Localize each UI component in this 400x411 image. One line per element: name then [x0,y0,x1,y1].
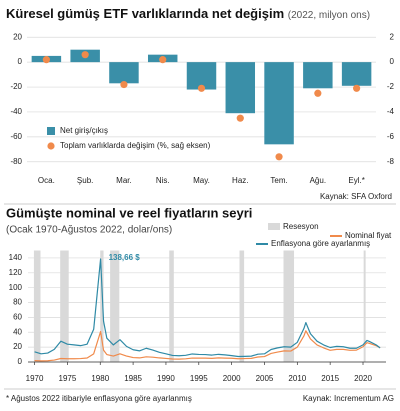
y-tick-label: -40 [10,107,22,116]
dot [81,51,89,59]
title: Küresel gümüş ETF varlıklarında net deği… [6,6,284,21]
chart-title: Küresel gümüş ETF varlıklarında net deği… [6,6,370,21]
dot [159,56,167,64]
y-tick-label: 20 [13,32,22,41]
x-tick-label: 2005 [256,374,274,383]
dot [353,84,361,92]
y-tick-label: 60 [13,313,22,322]
dot [42,56,50,64]
bar [109,62,139,84]
source: Kaynak: SFA Oxford [320,192,392,201]
recession-band [110,250,120,362]
y-tick-label: 120 [9,268,23,277]
y2-tick-label: -2 [387,82,395,91]
chart-title: Gümüşte nominal ve reel fiyatların seyri [6,205,252,220]
y-tick-label: 100 [9,283,23,292]
x-tick-label: 1970 [26,374,44,383]
y-tick-label: -20 [10,82,22,91]
y2-tick-label: -4 [387,107,395,116]
x-tick-label: Haz. [232,176,248,185]
y-tick-label: 20 [13,342,22,351]
legend-swatch [268,223,280,230]
x-tick-label: 1995 [190,374,208,383]
y-tick-label: 0 [18,57,23,66]
legend-label: Resesyon [283,222,319,231]
bar [341,62,372,86]
line [34,330,381,362]
x-tick-label: Eyl.* [348,176,364,185]
recession-band [283,250,295,362]
dot [314,89,322,97]
x-tick-label: 2020 [354,374,372,383]
y-tick-label: 80 [13,298,22,307]
legend-label: Toplam varlıklarda değişim (%, sağ eksen… [60,141,211,150]
y2-tick-label: -6 [387,132,395,141]
x-tick-label: Tem. [270,176,287,185]
x-tick-label: Oca. [38,176,55,185]
legend-label: Enflasyona göre ayarlanmış [271,239,370,248]
legend-label: Nominal fiyat [345,231,392,240]
recession-band [100,250,104,362]
recession-band [33,250,41,362]
x-tick-label: 1980 [91,374,109,383]
line [34,258,381,358]
subtitle: (2022, milyon ons) [288,10,370,21]
dot [120,80,128,89]
footnote: * Ağustos 2022 itibariyle enflasyona gör… [6,394,192,403]
recession-band [239,250,245,362]
x-tick-label: Şub. [77,176,93,185]
y-tick-label: -80 [10,157,22,166]
recession-band [60,250,69,362]
annotation: 138,66 $ [109,253,141,262]
source: Kaynak: Incrementum AG [303,394,394,403]
x-tick-label: 1985 [124,374,142,383]
recession-band [363,250,366,362]
chart-subtitle: (Ocak 1970-Ağustos 2022, dolar/ons) [6,225,172,236]
legend-label: Net giriş/çıkış [60,126,108,135]
legend-swatch [47,127,55,135]
legend-swatch [47,142,55,150]
dot [197,84,206,92]
bar [225,62,256,114]
x-tick-label: 1990 [157,374,175,383]
y-tick-label: -60 [10,132,22,141]
y-tick-label: 0 [18,357,23,366]
y-tick-label: 140 [9,253,23,262]
x-tick-label: 1975 [59,374,77,383]
y2-tick-label: 0 [390,57,395,66]
bar [303,62,333,89]
dot [236,114,244,122]
x-tick-label: 2015 [321,374,339,383]
y2-tick-label: -8 [387,157,395,166]
x-tick-label: Ağu. [310,176,326,185]
y-tick-label: 40 [13,327,22,336]
recession-band [169,250,174,362]
x-tick-label: 2000 [223,374,241,383]
x-tick-label: 2010 [288,374,306,383]
x-tick-label: Nis. [156,176,170,185]
x-tick-label: May. [193,176,210,185]
dot [275,153,283,161]
y2-tick-label: 2 [390,32,395,41]
x-tick-label: Mar. [116,176,132,185]
bar [264,62,294,145]
